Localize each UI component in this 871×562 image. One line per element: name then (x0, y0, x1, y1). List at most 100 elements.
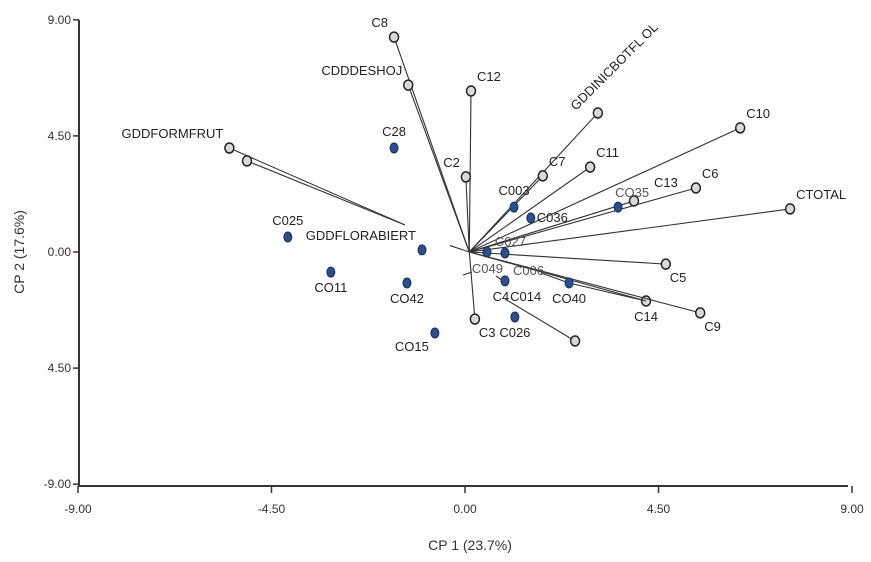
observation-label: C006 (513, 263, 544, 278)
vector-endpoint-marker (734, 122, 746, 134)
vector-line (504, 298, 576, 342)
observation-point (526, 212, 536, 224)
vector-line (465, 176, 470, 253)
vector-line (469, 187, 697, 253)
observation-label: C4 (493, 289, 510, 304)
observation-label: C036 (537, 210, 568, 225)
vector-line (407, 84, 470, 253)
vector-label: C3 (479, 325, 496, 340)
observation-layer (283, 142, 623, 339)
x-tick-label: -4.50 (258, 502, 286, 516)
vector-line (468, 166, 591, 253)
vector-endpoint-marker (537, 170, 549, 182)
observation-label: C003 (498, 183, 529, 198)
vector-label: CTOTAL (796, 187, 846, 202)
observation-label: C025 (272, 213, 303, 228)
observation-point (389, 142, 399, 154)
y-ticks: 9.00 4.50 0.00 4.50 -9.00 (44, 13, 79, 491)
observation-label: C026 (499, 325, 530, 340)
vector-endpoint-marker (660, 258, 672, 270)
observation-label: C014 (510, 289, 541, 304)
vector-label: C8 (371, 15, 388, 30)
observation-point (482, 246, 492, 258)
y-tick-label: -9.00 (44, 477, 72, 491)
vector-endpoint-marker (402, 79, 414, 91)
vector-label: C5 (670, 270, 687, 285)
observation-point (564, 277, 574, 289)
vector-line (468, 112, 599, 253)
vector-endpoint-marker (569, 335, 581, 347)
vector-line (469, 127, 741, 253)
vector-endpoint-marker (784, 203, 796, 215)
x-tick-label: 9.00 (840, 502, 864, 516)
vector-label: C12 (477, 69, 501, 84)
vector-line (468, 251, 476, 320)
observation-point (417, 244, 427, 256)
axes (78, 20, 848, 487)
vector-endpoint-marker (465, 85, 477, 97)
y-axis-title: CP 2 (17.6%) (11, 210, 27, 294)
vector-label: C11 (596, 145, 619, 160)
vector-layer (224, 31, 796, 347)
label-leader-line (568, 282, 647, 302)
x-ticks: -9.00 -4.50 0.00 4.50 9.00 (64, 486, 864, 516)
observation-point (500, 247, 510, 259)
vector-endpoint-marker (388, 31, 400, 43)
observation-label: CO11 (314, 280, 347, 295)
vector-line (469, 251, 701, 314)
observation-label: CO35 (615, 185, 649, 200)
label-leader-line (462, 271, 473, 276)
vector-line (469, 208, 791, 253)
observation-label: CO15 (395, 339, 429, 354)
vector-endpoint-marker (694, 307, 706, 319)
observation-point (283, 231, 293, 243)
vector-endpoint-marker (690, 182, 702, 194)
vector-line (469, 200, 635, 253)
vector-endpoint-marker (241, 155, 253, 167)
vector-line (449, 245, 470, 253)
observation-label: C027 (495, 234, 526, 249)
x-axis-title: CP 1 (23.7%) (428, 537, 512, 553)
vector-endpoint-marker (592, 107, 604, 119)
observation-point (500, 275, 510, 287)
observation-point (430, 327, 440, 339)
observation-point (402, 277, 412, 289)
vector-label: C7 (549, 154, 566, 169)
observation-label: C28 (382, 124, 406, 139)
observation-point (613, 201, 623, 213)
y-tick-label: 9.00 (48, 13, 72, 27)
label-layer: C8 CDDDESHOJ C12 GDDINICBOTFL OL C10 GDDFORMF… (122, 15, 847, 354)
vector-line (229, 147, 406, 226)
vector-label: C14 (634, 309, 658, 324)
y-tick-label: 0.00 (48, 245, 72, 259)
observation-point (326, 266, 336, 278)
y-tick-label: 4.50 (48, 361, 72, 375)
vector-label: GDDFORMFRUT (122, 126, 224, 141)
observation-label: CO40 (552, 291, 586, 306)
vector-line (468, 91, 472, 253)
x-tick-label: 4.50 (647, 502, 671, 516)
vector-label: C9 (704, 319, 721, 334)
vector-label: C2 (443, 155, 460, 170)
observation-point (509, 201, 519, 213)
vector-label: C6 (702, 166, 719, 181)
vector-endpoint-marker (469, 313, 481, 325)
y-tick-label: 4.50 (48, 129, 72, 143)
vector-endpoint-marker (224, 142, 235, 154)
vector-line (468, 175, 544, 253)
observation-point (510, 311, 520, 323)
vector-label: C10 (746, 106, 770, 121)
x-tick-label: -9.00 (64, 502, 92, 516)
label-leader-line (540, 272, 570, 284)
vector-label: GDDINICBOTFL OL (567, 20, 661, 114)
vector-label: CDDDESHOJ (321, 63, 402, 78)
vector-endpoint-marker (584, 161, 596, 173)
x-tick-label: 0.00 (453, 502, 477, 516)
observation-label: CO42 (390, 291, 424, 306)
vector-line (246, 160, 406, 226)
vector-label: C13 (654, 175, 678, 190)
vector-endpoint-marker (460, 171, 472, 183)
observation-label: GDDFLORABIERT (306, 228, 416, 243)
observation-label: C049 (472, 261, 503, 276)
